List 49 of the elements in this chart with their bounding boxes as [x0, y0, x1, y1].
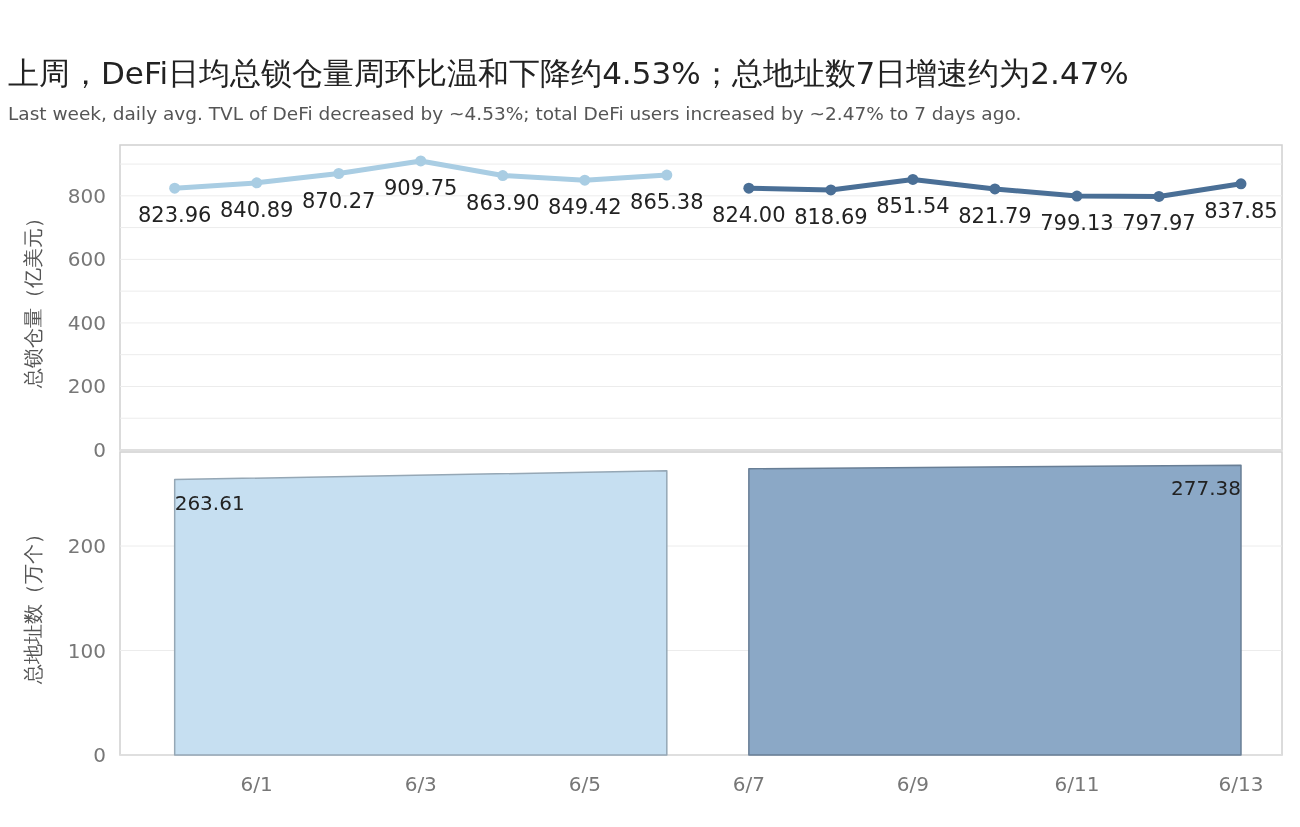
x-tick-label: 6/7: [732, 772, 765, 796]
chart-title: 上周，DeFi日均总锁仓量周环比温和下降约4.53%；总地址数7日增速约为2.47%: [8, 55, 1129, 91]
x-tick-label: 6/11: [1054, 772, 1100, 796]
point: [251, 177, 263, 189]
point: [989, 183, 1001, 195]
y-tick-label: 200: [67, 534, 106, 559]
x-tick-label: 6/9: [896, 772, 929, 796]
data-label: 837.85: [1204, 198, 1278, 223]
y-tick-label: 800: [67, 183, 106, 208]
data-label: 840.89: [219, 197, 294, 222]
data-label: 863.90: [466, 190, 540, 215]
data-label: 849.42: [548, 195, 622, 220]
x-tick-label: 6/3: [404, 772, 437, 796]
data-label: 823.96: [137, 203, 212, 228]
y-tick-label: 200: [67, 374, 106, 399]
data-label: 909.75: [384, 175, 458, 200]
chart-subtitle: Last week, daily avg. TVL of DeFi decreased by ~4.53%; total DeFi users increased by ~2.47% to 7 days ago.: [8, 103, 1022, 124]
x-tick-label: 6/5: [568, 772, 601, 796]
data-label: 870.27: [301, 188, 376, 213]
y-tick-label: 600: [67, 247, 106, 272]
point: [1071, 190, 1083, 202]
data-label: 821.79: [958, 203, 1032, 228]
y-tick-label: 0: [93, 438, 106, 462]
data-label: 277.38: [1171, 476, 1241, 501]
y-tick-label: 100: [67, 638, 106, 663]
y-tick-label: 400: [67, 310, 106, 335]
point: [415, 155, 427, 167]
point: [907, 173, 919, 185]
point: [169, 182, 181, 194]
point: [1235, 178, 1247, 190]
point: [333, 168, 345, 180]
data-label: 799.13: [1040, 211, 1114, 236]
point: [1153, 190, 1165, 202]
data-label: 824.00: [712, 203, 786, 228]
point: [497, 170, 509, 182]
y-tick-label: 0: [93, 743, 106, 767]
data-label: 818.69: [794, 204, 868, 229]
data-label: 851.54: [876, 194, 950, 219]
x-tick-label: 6/1: [240, 772, 273, 796]
point: [743, 182, 755, 194]
x-tick-label: 6/13: [1218, 772, 1264, 796]
data-label: 263.61: [174, 490, 245, 515]
y-axis-title: 总地址数（万个）: [21, 523, 45, 685]
data-label: 865.38: [630, 190, 704, 215]
point: [579, 174, 591, 186]
point: [825, 184, 837, 196]
data-label: 797.97: [1122, 211, 1196, 236]
point: [661, 169, 673, 181]
y-axis-title: 总锁仓量（亿美元）: [21, 207, 45, 389]
